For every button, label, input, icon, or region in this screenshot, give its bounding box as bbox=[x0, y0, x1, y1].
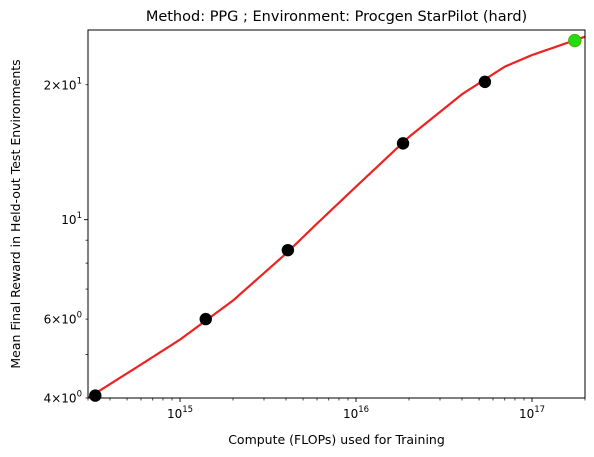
y-tick-label-4: 2×101 bbox=[44, 76, 82, 92]
data-point-2 bbox=[199, 312, 212, 326]
plot-frame bbox=[87, 29, 586, 399]
x-tick-label-2: 1016 bbox=[343, 405, 369, 421]
data-point-4 bbox=[396, 137, 410, 150]
x-tick-label-1: 1015 bbox=[167, 405, 193, 421]
y-tick-label-2: 6×100 bbox=[44, 311, 82, 327]
plot-area bbox=[88, 33, 585, 402]
y-tick-label-3: 101 bbox=[61, 211, 82, 227]
highlight-point bbox=[568, 33, 582, 48]
data-point-5 bbox=[478, 75, 492, 89]
axis-ticks: 1015 1016 1017 4×100 6×100 101 2×101 bbox=[44, 76, 586, 421]
fit-curve bbox=[88, 35, 585, 398]
data-point-3 bbox=[281, 243, 295, 257]
x-axis-label: Compute (FLOPs) used for Training bbox=[228, 432, 445, 447]
chart-title: Method: PPG ; Environment: Procgen StarP… bbox=[146, 9, 527, 25]
y-tick-label-1: 4×100 bbox=[44, 390, 82, 406]
y-axis-label: Mean Final Reward in Held-out Test Envir… bbox=[8, 59, 23, 368]
x-tick-label-3: 1017 bbox=[519, 405, 545, 421]
data-point-1 bbox=[89, 389, 102, 402]
